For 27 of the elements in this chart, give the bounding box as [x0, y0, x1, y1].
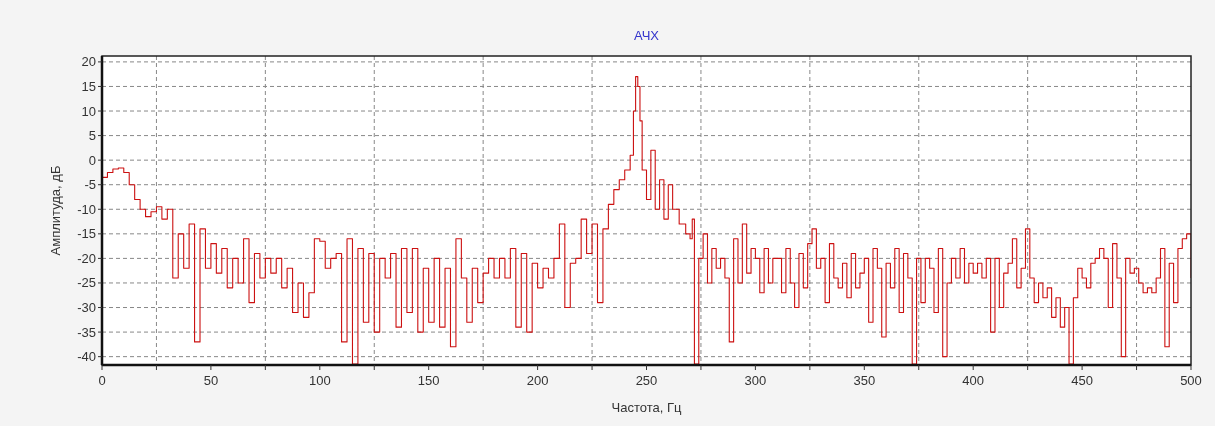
y-tick-label: 10	[81, 103, 96, 119]
x-axis-title: Частота, Гц	[611, 400, 682, 415]
y-tick-label: -35	[77, 324, 96, 340]
chart-title: АЧХ	[634, 28, 660, 43]
y-tick-label: 0	[88, 152, 96, 168]
y-tick-label: -40	[77, 349, 96, 365]
y-tick-label: 20	[81, 54, 96, 70]
y-tick-label: -20	[77, 250, 96, 266]
x-tick-label: 300	[744, 373, 767, 388]
x-tick-label: 0	[98, 373, 106, 388]
x-tick-label: 350	[853, 373, 876, 388]
y-tick-label: -5	[84, 177, 96, 193]
x-tick-label: 100	[308, 373, 331, 388]
y-tick-label: -25	[77, 275, 96, 291]
y-tick-label: -30	[77, 300, 96, 316]
x-tick-label: 500	[1180, 373, 1202, 388]
x-tick-label: 250	[635, 373, 658, 388]
y-tick-label: -15	[77, 226, 96, 242]
x-tick-label: 450	[1071, 373, 1093, 388]
y-tick-label: 5	[88, 128, 96, 144]
x-tick-label: 50	[203, 373, 219, 388]
x-tick-label: 400	[962, 373, 985, 388]
x-tick-label: 150	[417, 373, 440, 388]
y-tick-label: 15	[81, 78, 96, 94]
y-tick-label: -10	[77, 201, 96, 217]
y-axis-title: Амплитуда, дБ	[48, 165, 63, 256]
x-tick-label: 200	[526, 373, 549, 388]
